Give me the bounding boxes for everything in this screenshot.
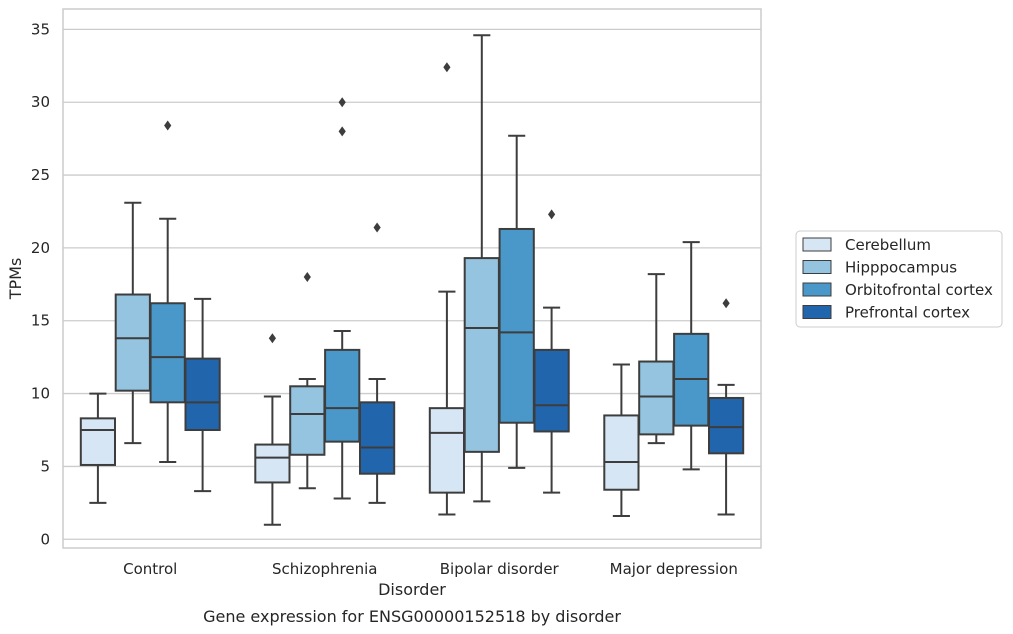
- legend-label: Orbitofrontal cortex: [845, 281, 993, 299]
- box-body: [79, 417, 117, 466]
- x-axis-label: Disorder: [378, 580, 446, 599]
- legend-swatch: [802, 237, 832, 252]
- x-tick-label-major-depression: Major depression: [610, 560, 738, 578]
- x-tick-label-schizophrenia: Schizophrenia: [272, 560, 377, 578]
- plot-frame: [62, 8, 762, 549]
- box-body: [428, 407, 466, 494]
- box-body: [707, 396, 745, 455]
- box-hipppocampus-control: [114, 201, 151, 445]
- box-body: [114, 293, 151, 392]
- box-orbitofrontal-cortex-bipolar-disorder: [498, 134, 535, 469]
- box-body: [149, 302, 186, 404]
- legend-swatch: [802, 260, 832, 274]
- box-prefrontal-cortex-control: [184, 297, 221, 493]
- x-tick-label-control: Control: [123, 560, 177, 578]
- box-cerebellum-schizophrenia: [254, 333, 291, 526]
- outlier-point-0: [722, 298, 730, 309]
- box-body: [358, 401, 396, 475]
- legend-item-hipppocampus: Hipppocampus: [802, 259, 957, 277]
- box-orbitofrontal-cortex-schizophrenia: [324, 97, 361, 500]
- outlier-point-0: [268, 333, 276, 344]
- y-tick-label-35: 35: [31, 20, 50, 38]
- box-body: [533, 348, 570, 433]
- box-body: [289, 385, 326, 456]
- box-orbitofrontal-cortex-major-depression: [673, 241, 710, 471]
- y-axis-label: TPMs: [6, 258, 25, 301]
- legend: Cerebellum Hipppocampus Orbitofrontal cort…: [795, 230, 1003, 328]
- x-tick-labels: Control Schizophrenia Bipolar disorder Majo…: [123, 560, 738, 578]
- box-body: [463, 257, 500, 453]
- box-prefrontal-cortex-major-depression: [707, 298, 745, 516]
- outlier-point-0: [164, 120, 172, 131]
- box-body: [324, 348, 361, 443]
- box-body: [184, 357, 221, 432]
- y-tick-label-25: 25: [31, 166, 50, 184]
- outlier-point-0: [338, 126, 346, 137]
- legend-item-prefrontal-cortex: Prefrontal cortex: [802, 304, 970, 322]
- legend-frame: [795, 230, 1003, 328]
- y-tick-label-10: 10: [31, 385, 50, 403]
- box-body: [254, 443, 291, 484]
- outlier-point-0: [303, 272, 311, 283]
- box-hipppocampus-bipolar-disorder: [463, 34, 500, 503]
- chart-title: Gene expression for ENSG00000152518 by d…: [203, 607, 621, 626]
- category-group-major-depression: [603, 241, 745, 517]
- box-cerebellum-major-depression: [603, 363, 640, 517]
- box-groups: [79, 34, 745, 526]
- legend-swatch: [802, 305, 832, 319]
- legend-label: Hipppocampus: [845, 259, 957, 277]
- box-cerebellum-bipolar-disorder: [428, 62, 466, 516]
- box-body: [498, 227, 535, 424]
- legend-item-orbitofrontal-cortex: Orbitofrontal cortex: [802, 281, 993, 299]
- outlier-point-1: [338, 97, 346, 108]
- legend-item-cerebellum: Cerebellum: [802, 236, 931, 254]
- box-hipppocampus-schizophrenia: [289, 272, 326, 490]
- box-prefrontal-cortex-bipolar-disorder: [533, 209, 570, 494]
- box-orbitofrontal-cortex-control: [149, 120, 186, 464]
- category-group-control: [79, 120, 221, 504]
- category-group-bipolar-disorder: [428, 34, 570, 516]
- legend-label: Cerebellum: [845, 236, 931, 254]
- box-prefrontal-cortex-schizophrenia: [358, 222, 396, 504]
- outlier-point-0: [548, 209, 556, 220]
- y-tick-label-20: 20: [31, 239, 50, 257]
- category-group-schizophrenia: [254, 97, 396, 526]
- legend-label: Prefrontal cortex: [845, 304, 970, 322]
- y-tick-label-30: 30: [31, 93, 50, 111]
- y-tick-labels: 0 5 10 15 20 25 30 35: [31, 20, 50, 548]
- y-tick-label-0: 0: [40, 530, 50, 548]
- x-tick-label-bipolar-disorder: Bipolar disorder: [440, 560, 560, 578]
- outlier-point-0: [373, 222, 381, 233]
- legend-swatch: [802, 282, 832, 297]
- box-body: [638, 360, 675, 436]
- outlier-point-0: [443, 62, 451, 73]
- box-cerebellum-control: [79, 392, 117, 504]
- box-body: [603, 414, 640, 491]
- y-tick-label-5: 5: [40, 457, 50, 475]
- y-tick-label-15: 15: [31, 312, 50, 330]
- box-hipppocampus-major-depression: [638, 273, 675, 445]
